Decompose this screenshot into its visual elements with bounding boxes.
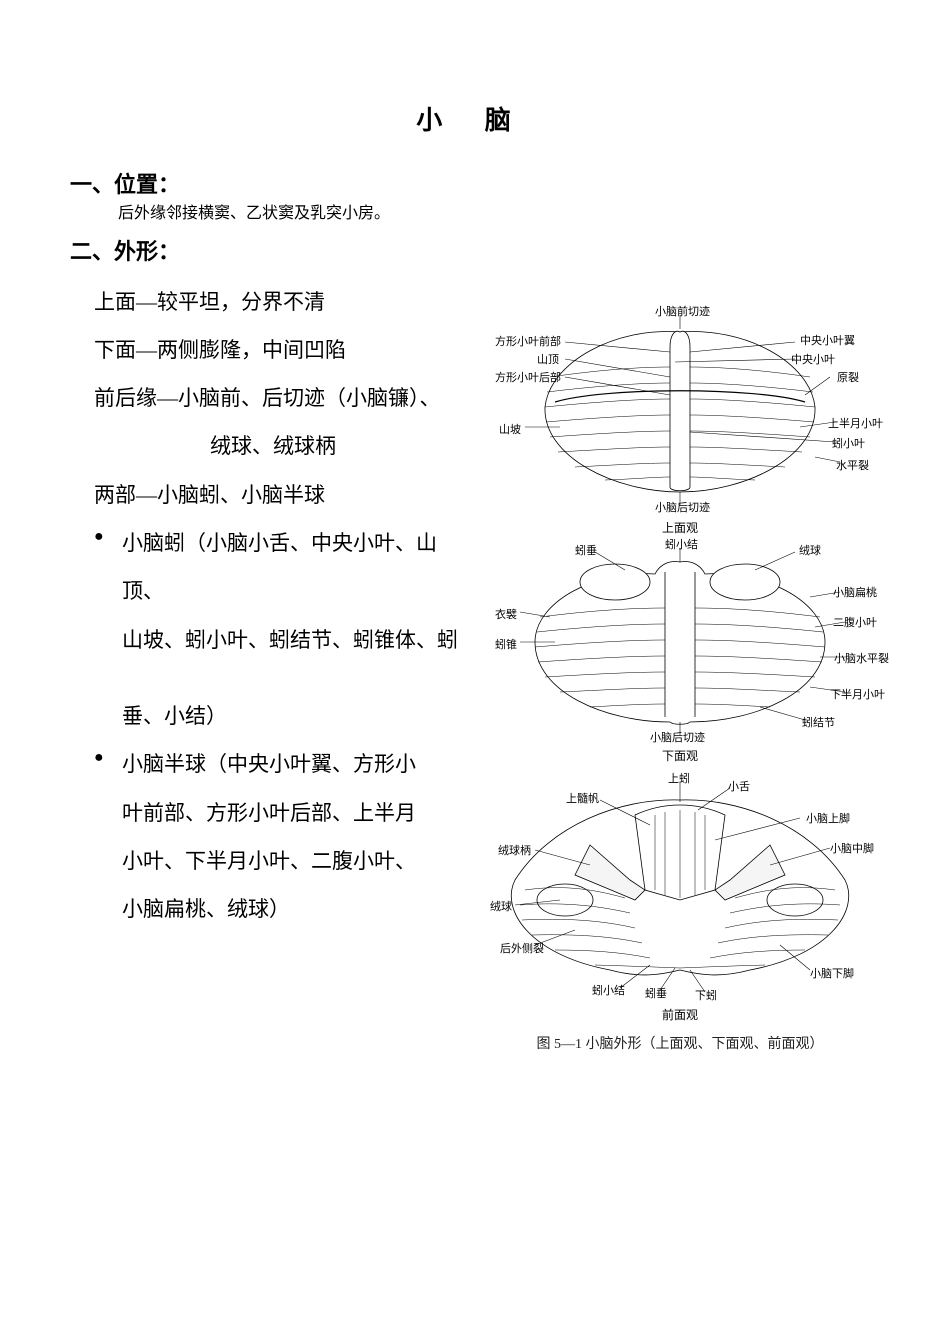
lbl-b9: 蚓小结 bbox=[592, 982, 625, 998]
lbl-b12: 小脑下脚 bbox=[810, 965, 854, 981]
shape-line-3b: 绒球、绒球柄 bbox=[70, 422, 470, 470]
figure-top-subcaption: 上面观 bbox=[495, 519, 865, 536]
bullet-1-line-a: 小脑蚓（小脑小舌、中央小叶、山顶、 bbox=[70, 519, 470, 616]
lbl-b3: 上髓帆 bbox=[566, 790, 599, 806]
lbl-t7: 方形小叶后部 bbox=[495, 369, 561, 385]
section-1-heading: 一、位置： bbox=[70, 167, 875, 199]
lbl-b10: 蚓垂 bbox=[645, 985, 667, 1001]
figure-mid-subcaption: 下面观 bbox=[495, 747, 865, 764]
lbl-m6: 二腹小叶 bbox=[833, 614, 877, 630]
lbl-m2: 蚓小结 bbox=[665, 536, 698, 552]
lbl-b4: 小脑上脚 bbox=[806, 810, 850, 826]
lbl-m9: 下半月小叶 bbox=[830, 686, 885, 702]
lbl-t11: 水平裂 bbox=[836, 457, 869, 473]
shape-line-4: 两部—小脑蚓、小脑半球 bbox=[70, 471, 470, 519]
section-1-body: 后外缘邻接横窦、乙状窦及乳突小房。 bbox=[70, 199, 875, 223]
lbl-t9: 山坡 bbox=[499, 421, 521, 437]
bullet-1-line-b: 山坡、蚓小叶、蚓结节、蚓锥体、蚓 bbox=[70, 616, 470, 664]
lbl-b5: 绒球柄 bbox=[498, 842, 531, 858]
lbl-t2: 中央小叶翼 bbox=[800, 332, 855, 348]
lbl-m3: 绒球 bbox=[799, 542, 821, 558]
lbl-m10: 小脑后切迹 bbox=[650, 729, 705, 745]
lbl-t12: 小脑后切迹 bbox=[655, 499, 710, 515]
lbl-t8: 上半月小叶 bbox=[828, 415, 883, 431]
page-title: 小 脑 bbox=[70, 100, 875, 137]
shape-line-3: 前后缘—小脑前、后切迹（小脑镰）、 bbox=[70, 374, 470, 422]
figure-column: 小脑前切迹 中央小叶翼 中央小叶 方形小叶前部 山顶 原裂 方形小叶后部 上半月… bbox=[480, 223, 880, 1053]
lbl-t3: 中央小叶 bbox=[791, 351, 835, 367]
lbl-t6: 原裂 bbox=[837, 369, 859, 385]
lbl-m11: 蚓结节 bbox=[802, 714, 835, 730]
lbl-b6: 小脑中脚 bbox=[830, 840, 874, 856]
lbl-m4: 小脑扁桃 bbox=[833, 584, 877, 600]
bullet-2-line-d: 小脑扁桃、绒球） bbox=[70, 885, 470, 933]
cerebellum-inferior-svg bbox=[495, 542, 865, 737]
lbl-t1: 小脑前切迹 bbox=[655, 303, 710, 319]
lbl-b2: 小舌 bbox=[728, 778, 750, 794]
bullet-1-line-c: 垂、小结） bbox=[70, 692, 470, 740]
lbl-t4: 方形小叶前部 bbox=[495, 333, 561, 349]
shape-line-1: 上面—较平坦，分界不清 bbox=[70, 278, 470, 326]
lbl-b11: 下蚓 bbox=[695, 987, 717, 1003]
figure-panel-top: 小脑前切迹 中央小叶翼 中央小叶 方形小叶前部 山顶 原裂 方形小叶后部 上半月… bbox=[495, 307, 865, 536]
lbl-t10: 蚓小叶 bbox=[832, 435, 865, 451]
lbl-m1: 蚓垂 bbox=[575, 542, 597, 558]
section-2-heading: 二、外形： bbox=[70, 227, 470, 278]
text-column: 二、外形： 上面—较平坦，分界不清 下面—两侧膨隆，中间凹陷 前后缘—小脑前、后… bbox=[70, 223, 470, 1053]
lbl-b7: 绒球 bbox=[490, 898, 512, 914]
bullet-2-line-a: 小脑半球（中央小叶翼、方形小 bbox=[70, 740, 470, 788]
lbl-m5: 衣襞 bbox=[495, 606, 517, 622]
lbl-m7: 蚓锥 bbox=[495, 636, 517, 652]
bullet-2-line-c: 小叶、下半月小叶、二腹小叶、 bbox=[70, 837, 470, 885]
shape-line-2: 下面—两侧膨隆，中间凹陷 bbox=[70, 326, 470, 374]
figure-panel-bot: 上蚓 小舌 上髓帆 小脑上脚 绒球柄 小脑中脚 绒球 后外侧裂 蚓小结 蚓垂 下… bbox=[480, 770, 880, 1023]
lbl-b1: 上蚓 bbox=[668, 770, 690, 786]
lbl-b8: 后外侧裂 bbox=[500, 940, 544, 956]
lbl-t5: 山顶 bbox=[537, 351, 559, 367]
bullet-2-line-b: 叶前部、方形小叶后部、上半月 bbox=[70, 789, 470, 837]
figure-bot-subcaption: 前面观 bbox=[480, 1006, 880, 1023]
lbl-m8: 小脑水平裂 bbox=[834, 650, 889, 666]
figure-caption: 图 5—1 小脑外形（上面观、下面观、前面观） bbox=[537, 1033, 824, 1053]
figure-panel-mid: 蚓垂 蚓小结 绒球 小脑扁桃 衣襞 二腹小叶 蚓锥 小脑水平裂 下半月小叶 小脑… bbox=[495, 542, 865, 764]
